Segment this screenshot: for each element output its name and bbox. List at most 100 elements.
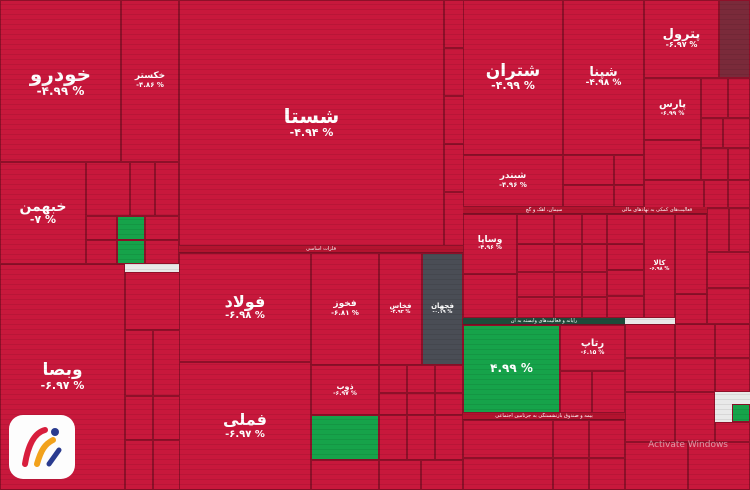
- tile-femeli[interactable]: فملی -۶.۹۷ %: [179, 362, 311, 490]
- tile-small[interactable]: [644, 140, 701, 180]
- tile-small[interactable]: [675, 214, 707, 294]
- tile-small-positive[interactable]: [732, 404, 750, 422]
- tile-small[interactable]: [728, 78, 750, 118]
- tile-kala[interactable]: کالا -۶.۹۸ %: [644, 214, 675, 318]
- tile-fekhoz[interactable]: فخوز -۶.۸۱ %: [311, 253, 379, 365]
- tile-pars[interactable]: پارس -۶.۹۹ %: [644, 78, 701, 140]
- tile-small[interactable]: [728, 148, 750, 180]
- tile-khekaster[interactable]: خکستر -۴.۸۶ %: [121, 0, 179, 162]
- tile-small[interactable]: [701, 78, 728, 118]
- tile-small[interactable]: [592, 371, 625, 413]
- tile-small[interactable]: [723, 118, 750, 148]
- tile-zob[interactable]: ذوب -۶.۹۷ %: [311, 365, 379, 415]
- tile-small[interactable]: [125, 272, 180, 330]
- tile-small[interactable]: [379, 393, 407, 415]
- tile-small[interactable]: [614, 185, 644, 207]
- tile-shebandar[interactable]: شبندر -۴.۹۶ %: [463, 155, 563, 207]
- tile-small[interactable]: [607, 296, 644, 318]
- tile-small-positive[interactable]: [117, 216, 145, 240]
- tile-small[interactable]: [444, 48, 464, 96]
- tile-small[interactable]: [707, 288, 750, 324]
- tile-small[interactable]: [517, 244, 554, 272]
- tile-small[interactable]: [153, 330, 180, 396]
- tile-petrol[interactable]: پترول -۶.۹۷ %: [644, 0, 719, 78]
- tile-small[interactable]: [554, 214, 582, 244]
- tile-small[interactable]: [444, 144, 464, 192]
- tile-small[interactable]: [625, 324, 675, 358]
- tile-small[interactable]: [435, 393, 463, 415]
- tile-small[interactable]: [582, 214, 607, 244]
- tile-small[interactable]: [563, 155, 614, 185]
- tile-small[interactable]: [582, 244, 607, 272]
- tile-small[interactable]: [130, 162, 155, 216]
- tile-small[interactable]: [554, 297, 582, 318]
- tile-small[interactable]: [517, 297, 554, 318]
- tile-small[interactable]: [86, 216, 117, 240]
- tile-small[interactable]: [145, 216, 179, 240]
- tile-small[interactable]: [625, 442, 688, 490]
- tile-small[interactable]: [729, 208, 750, 252]
- tile-shetran[interactable]: شتران -۴.۹۹ %: [463, 0, 563, 155]
- tile-khodro[interactable]: خودرو -۴.۹۹ %: [0, 0, 121, 162]
- tile-small-positive[interactable]: [311, 415, 379, 460]
- tile-small[interactable]: [125, 396, 153, 440]
- tile-small[interactable]: [701, 148, 728, 180]
- tile-small[interactable]: [463, 458, 553, 490]
- tile-foolad[interactable]: فولاد -۶.۹۸ %: [179, 253, 311, 362]
- tile-small[interactable]: [153, 396, 180, 440]
- tile-small-positive[interactable]: [117, 240, 145, 264]
- tile-small[interactable]: [607, 214, 644, 244]
- tile-small[interactable]: [675, 392, 715, 442]
- tile-small[interactable]: [707, 208, 729, 252]
- tile-small[interactable]: [153, 440, 180, 490]
- tile-small[interactable]: [563, 185, 614, 207]
- tile-fakhad[interactable]: فخاس -۴.۹۳ %: [379, 253, 422, 365]
- tile-small[interactable]: [675, 358, 715, 392]
- tile-small[interactable]: [589, 458, 625, 490]
- tile-small[interactable]: [675, 294, 707, 324]
- tile-small[interactable]: [444, 192, 464, 246]
- tile-small[interactable]: [435, 415, 463, 460]
- tile-small[interactable]: [444, 96, 464, 144]
- tile-small[interactable]: [607, 244, 644, 270]
- tile-small[interactable]: [407, 365, 435, 393]
- tile-small[interactable]: [704, 180, 728, 208]
- tile-small[interactable]: [554, 272, 582, 297]
- tile-small[interactable]: [155, 162, 179, 216]
- tile-small[interactable]: [444, 0, 464, 48]
- tile-small[interactable]: [407, 393, 435, 415]
- tile-small[interactable]: [553, 420, 589, 458]
- tile-small[interactable]: [311, 460, 379, 490]
- tile-fajahan[interactable]: فجهان -۰.۱۹ %: [422, 253, 463, 365]
- tile-small[interactable]: [553, 458, 589, 490]
- tile-small[interactable]: [715, 422, 750, 442]
- tile-small[interactable]: [463, 420, 553, 458]
- tile-small[interactable]: [707, 252, 750, 288]
- tile-small[interactable]: [688, 442, 750, 490]
- tile-small[interactable]: [554, 244, 582, 272]
- tile-small[interactable]: [614, 155, 644, 185]
- tile-small[interactable]: [675, 324, 715, 358]
- tile-small[interactable]: [379, 365, 407, 393]
- tile-small[interactable]: [715, 324, 750, 358]
- tile-small[interactable]: [421, 460, 463, 490]
- tile-small[interactable]: [728, 180, 750, 208]
- tile-ratap[interactable]: رتاپ -۶.۱۵ %: [560, 325, 625, 371]
- tile-small[interactable]: [379, 415, 407, 460]
- tile-small[interactable]: [517, 272, 554, 297]
- tile-small[interactable]: [379, 460, 421, 490]
- tile-small[interactable]: [560, 371, 592, 413]
- tile-small[interactable]: [589, 420, 625, 458]
- tile-small[interactable]: [715, 358, 750, 392]
- tile-green-big[interactable]: ۴.۹۹ %: [463, 325, 560, 413]
- tile-small[interactable]: [86, 240, 117, 264]
- tile-small[interactable]: [145, 240, 179, 264]
- tile-small[interactable]: [435, 365, 463, 393]
- tile-shepna[interactable]: شپنا -۴.۹۸ %: [563, 0, 644, 155]
- tile-small[interactable]: [582, 272, 607, 297]
- tile-small[interactable]: [125, 440, 153, 490]
- tile-shasta[interactable]: شستا -۴.۹۴ %: [179, 0, 444, 246]
- tile-small-maroon[interactable]: [719, 0, 750, 78]
- tile-vesapa[interactable]: وساپا -۴.۹۶ %: [463, 214, 517, 274]
- tile-small[interactable]: [125, 330, 153, 396]
